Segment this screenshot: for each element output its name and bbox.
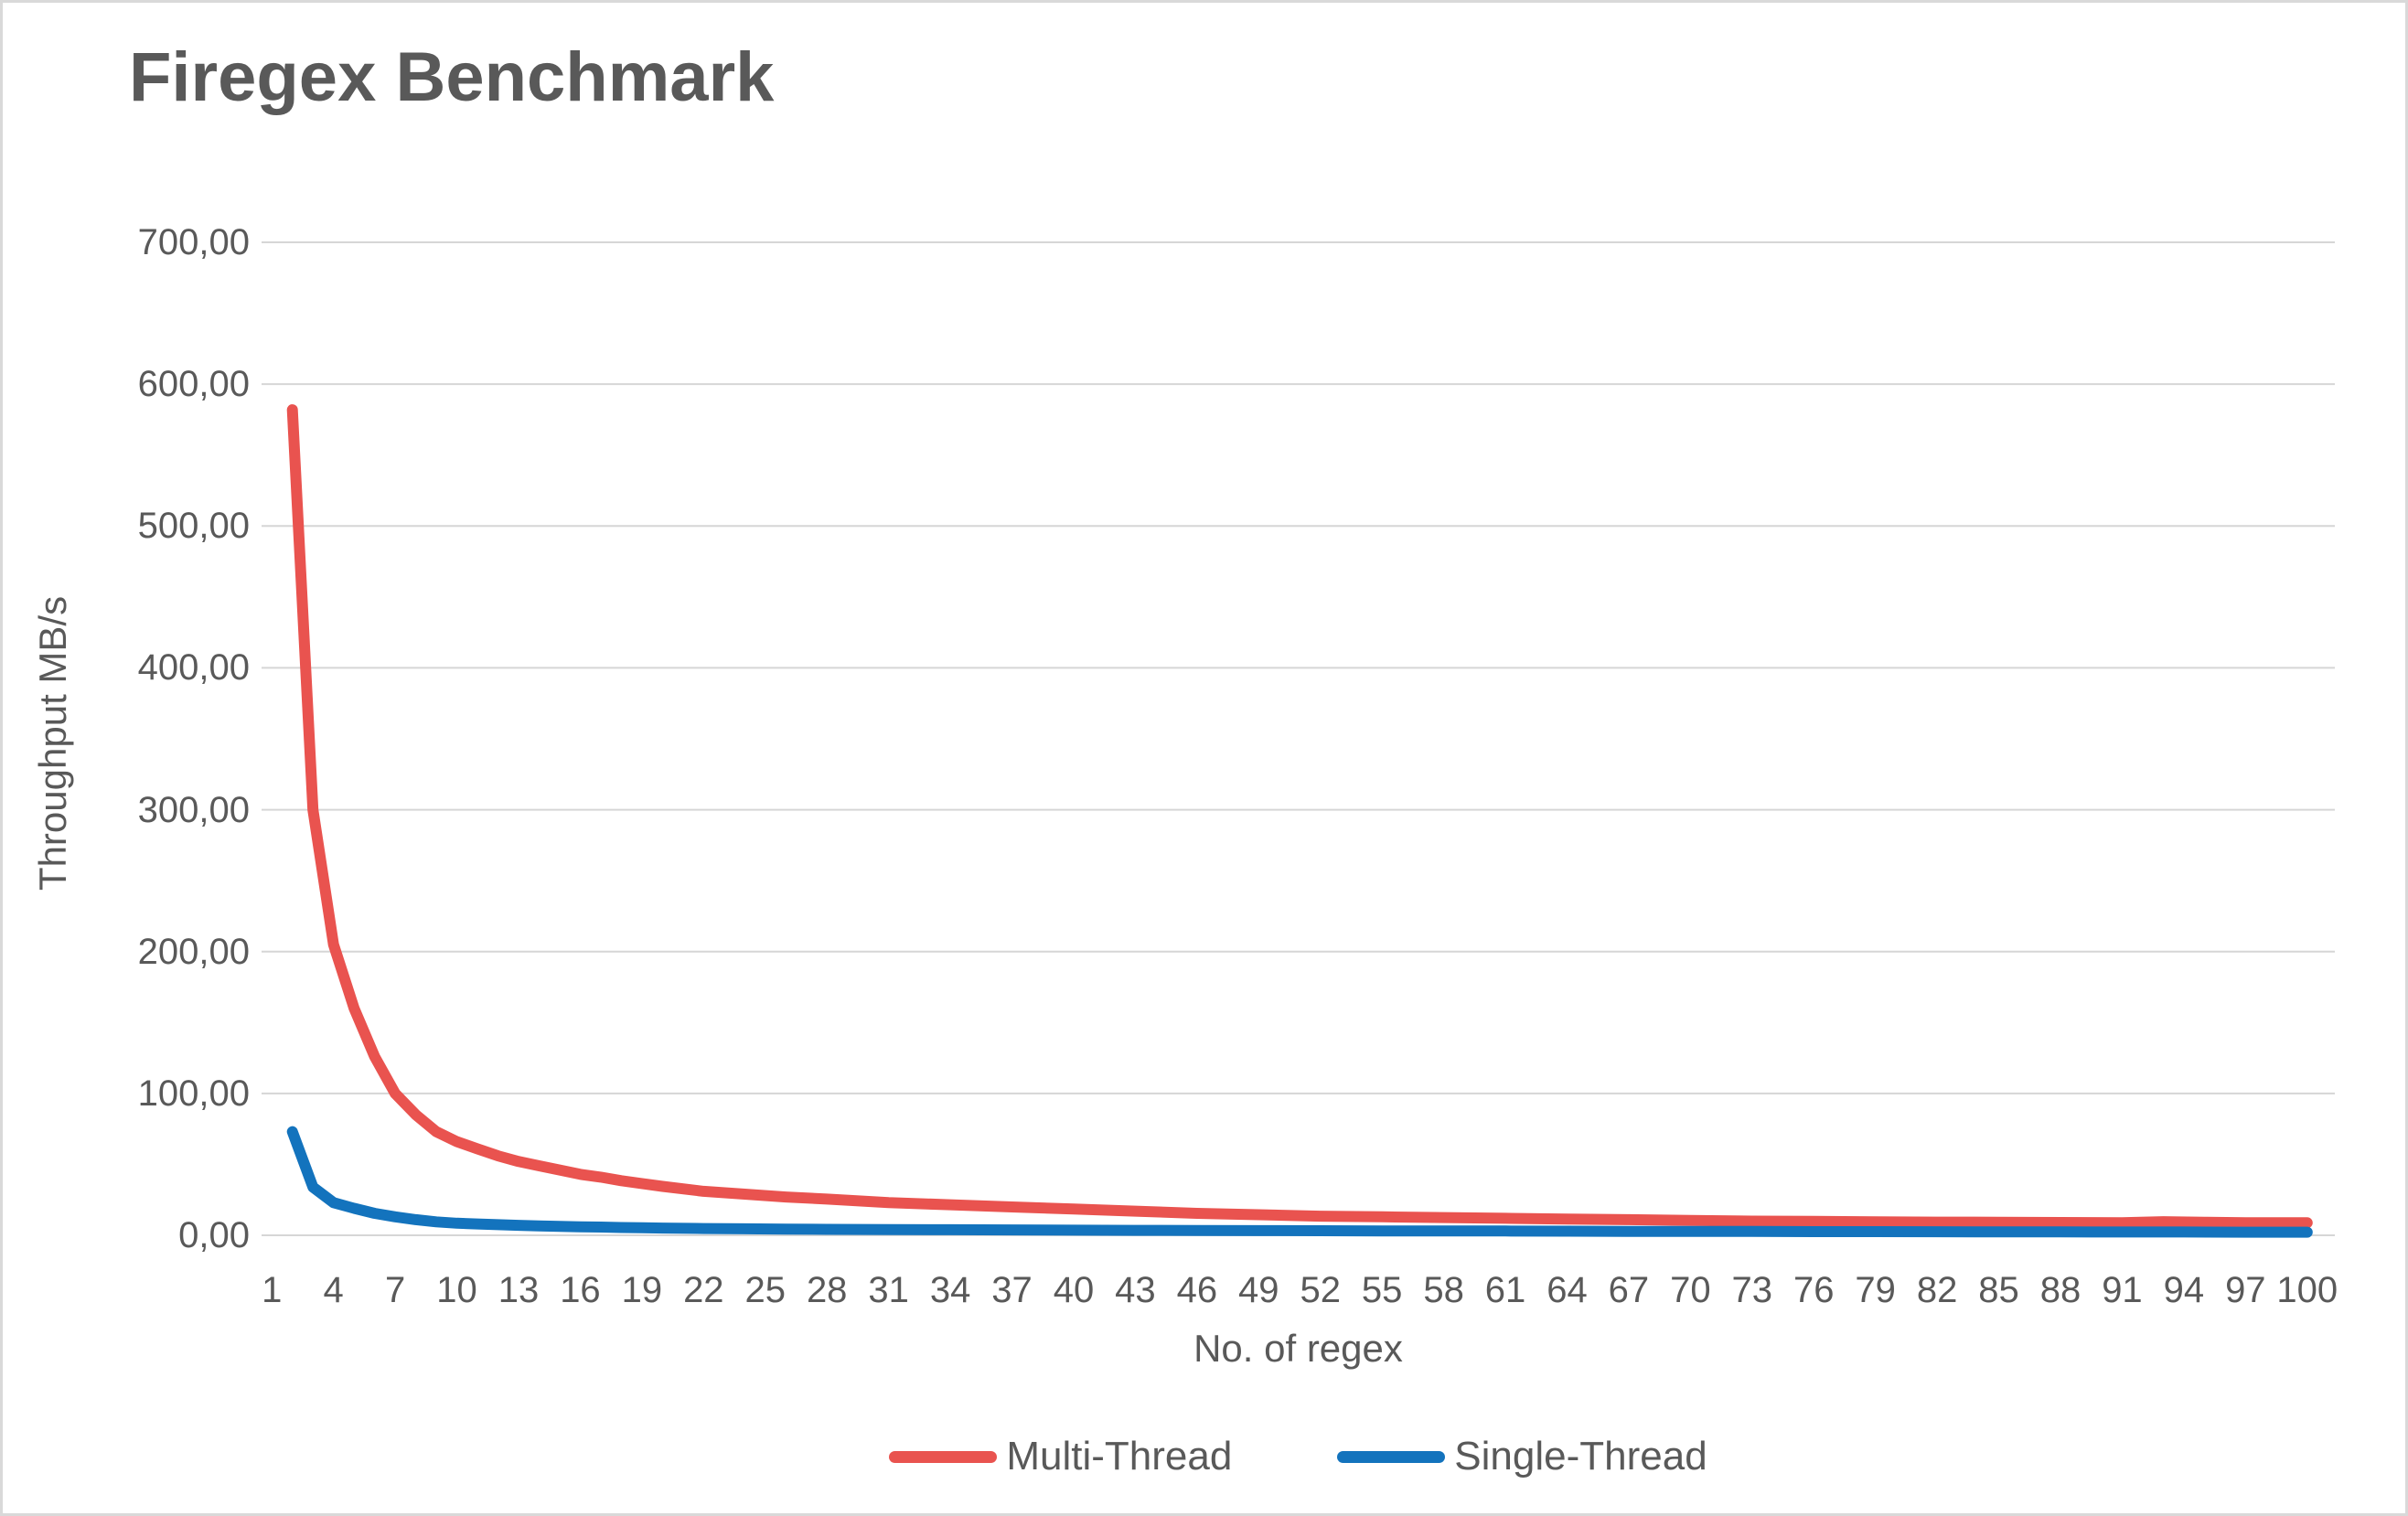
x-axis-title: No. of regex [1193, 1327, 1403, 1370]
x-tick-label: 34 [929, 1270, 971, 1310]
x-tick-label: 88 [2039, 1270, 2082, 1310]
x-tick-label: 91 [2102, 1270, 2143, 1310]
y-tick-label: 400,00 [137, 647, 250, 689]
legend: Multi-Thread Single-Thread [262, 1434, 2335, 1479]
legend-label-single-thread: Single-Thread [1454, 1434, 1707, 1479]
x-tick-label: 1 [262, 1270, 283, 1310]
x-tick-label: 70 [1670, 1270, 1711, 1310]
y-tick-label: 200,00 [137, 931, 250, 972]
x-tick-label: 94 [2163, 1270, 2205, 1310]
x-tick-label: 13 [498, 1270, 540, 1310]
x-tick-label: 58 [1423, 1270, 1464, 1310]
x-tick-label: 73 [1731, 1270, 1773, 1310]
x-tick-label: 40 [1053, 1270, 1095, 1310]
gridlines [262, 241, 2335, 1236]
plot-area [262, 241, 2335, 1238]
x-tick-label: 25 [744, 1270, 787, 1310]
x-tick-label: 19 [621, 1270, 663, 1310]
y-axis-title: Throughput MB/s [31, 595, 74, 891]
x-tick-label: 49 [1238, 1270, 1279, 1310]
single-thread-line [286, 1126, 2313, 1238]
x-tick-label: 100 [2276, 1270, 2338, 1310]
x-tick-label: 64 [1546, 1270, 1588, 1310]
x-tick-label: 82 [1916, 1270, 1958, 1310]
y-tick-label: 500,00 [137, 506, 250, 547]
x-tick-label: 22 [683, 1270, 724, 1310]
x-tick-label: 28 [806, 1270, 848, 1310]
x-tick-label: 67 [1608, 1270, 1650, 1310]
y-tick-label: 0,00 [178, 1215, 250, 1255]
x-tick-label: 61 [1484, 1270, 1526, 1310]
x-tick-label: 76 [1793, 1270, 1835, 1310]
x-tick-label: 10 [436, 1270, 477, 1310]
x-tick-label: 97 [2225, 1270, 2266, 1310]
y-tick-label: 100,00 [137, 1073, 250, 1114]
x-tick-label: 4 [323, 1270, 344, 1310]
x-tick-label: 46 [1176, 1270, 1218, 1310]
legend-item-single-thread: Single-Thread [1337, 1434, 1707, 1479]
y-tick-label: 600,00 [137, 364, 250, 405]
x-tick-label: 37 [991, 1270, 1033, 1310]
x-tick-label: 7 [384, 1270, 406, 1310]
y-tick-label: 700,00 [137, 222, 250, 262]
x-tick-label: 52 [1300, 1270, 1341, 1310]
multi-thread-line-swatch-icon [889, 1450, 998, 1463]
x-tick-label: 55 [1361, 1270, 1403, 1310]
x-tick-label: 43 [1115, 1270, 1156, 1310]
y-tick-label: 300,00 [137, 789, 250, 830]
x-tick-label: 31 [868, 1270, 909, 1310]
x-tick-label: 85 [1978, 1270, 2019, 1310]
single-thread-line-swatch-icon [1337, 1450, 1446, 1463]
chart-title: Firegex Benchmark [129, 38, 775, 116]
legend-item-multi-thread: Multi-Thread [889, 1434, 1232, 1479]
multi-thread-line [286, 404, 2313, 1229]
series-lines [286, 404, 2313, 1238]
legend-label-multi-thread: Multi-Thread [1006, 1434, 1233, 1479]
x-tick-label: 16 [560, 1270, 601, 1310]
x-tick-label: 79 [1855, 1270, 1896, 1310]
